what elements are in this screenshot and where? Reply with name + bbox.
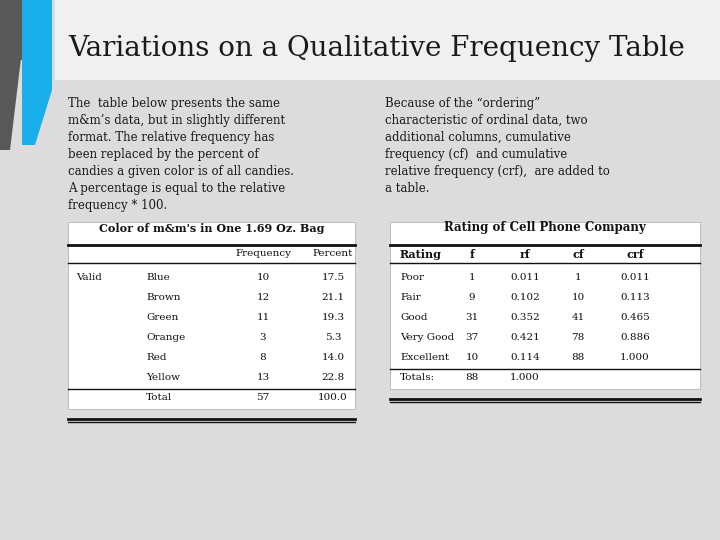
Text: 78: 78 bbox=[572, 333, 585, 341]
Text: 10: 10 bbox=[572, 293, 585, 301]
Text: 10: 10 bbox=[465, 353, 479, 361]
Text: 22.8: 22.8 bbox=[321, 373, 345, 381]
Text: 41: 41 bbox=[572, 313, 585, 321]
Text: rf: rf bbox=[520, 249, 531, 260]
Text: 5.3: 5.3 bbox=[325, 333, 341, 341]
Text: Valid: Valid bbox=[76, 273, 102, 281]
Text: Green: Green bbox=[146, 313, 179, 321]
Text: cf: cf bbox=[572, 249, 584, 260]
Text: 13: 13 bbox=[256, 373, 269, 381]
Text: 1: 1 bbox=[575, 273, 581, 281]
Text: Color of m&m's in One 1.69 Oz. Bag: Color of m&m's in One 1.69 Oz. Bag bbox=[99, 222, 324, 233]
Text: Total: Total bbox=[146, 393, 172, 402]
Text: characteristic of ordinal data, two: characteristic of ordinal data, two bbox=[385, 114, 588, 127]
Text: 0.421: 0.421 bbox=[510, 333, 540, 341]
Text: Rating: Rating bbox=[400, 249, 442, 260]
Text: Rating of Cell Phone Company: Rating of Cell Phone Company bbox=[444, 221, 646, 234]
Text: 14.0: 14.0 bbox=[321, 353, 345, 361]
Text: relative frequency (crf),  are added to: relative frequency (crf), are added to bbox=[385, 165, 610, 178]
Text: 57: 57 bbox=[256, 393, 269, 402]
Text: 12: 12 bbox=[256, 293, 269, 301]
Text: frequency (cf)  and cumulative: frequency (cf) and cumulative bbox=[385, 148, 567, 161]
Text: 8: 8 bbox=[260, 353, 266, 361]
Text: 1: 1 bbox=[469, 273, 475, 281]
Bar bbox=[68, 222, 355, 409]
Bar bbox=[390, 222, 700, 389]
Text: Excellent: Excellent bbox=[400, 353, 449, 361]
Text: 100.0: 100.0 bbox=[318, 393, 348, 402]
Text: 0.352: 0.352 bbox=[510, 313, 540, 321]
Text: Variations on a Qualitative Frequency Table: Variations on a Qualitative Frequency Ta… bbox=[68, 35, 685, 62]
Polygon shape bbox=[0, 0, 28, 150]
Text: 9: 9 bbox=[469, 293, 475, 301]
Text: format. The relative frequency has: format. The relative frequency has bbox=[68, 131, 274, 144]
Text: Frequency: Frequency bbox=[235, 249, 291, 259]
Text: Very Good: Very Good bbox=[400, 333, 454, 341]
Text: 88: 88 bbox=[572, 353, 585, 361]
Text: 0.113: 0.113 bbox=[620, 293, 650, 301]
Text: Yellow: Yellow bbox=[146, 373, 180, 381]
Text: crf: crf bbox=[626, 249, 644, 260]
Text: been replaced by the percent of: been replaced by the percent of bbox=[68, 148, 258, 161]
Text: additional columns, cumulative: additional columns, cumulative bbox=[385, 131, 571, 144]
Text: frequency * 100.: frequency * 100. bbox=[68, 199, 167, 212]
Text: candies a given color is of all candies.: candies a given color is of all candies. bbox=[68, 165, 294, 178]
Text: Good: Good bbox=[400, 313, 428, 321]
Text: 0.011: 0.011 bbox=[620, 273, 650, 281]
Text: f: f bbox=[469, 249, 474, 260]
Text: 37: 37 bbox=[465, 333, 479, 341]
Text: The  table below presents the same: The table below presents the same bbox=[68, 97, 280, 110]
Text: Poor: Poor bbox=[400, 273, 424, 281]
Text: 0.102: 0.102 bbox=[510, 293, 540, 301]
Text: m&m’s data, but in slightly different: m&m’s data, but in slightly different bbox=[68, 114, 285, 127]
Text: 10: 10 bbox=[256, 273, 269, 281]
Text: Red: Red bbox=[146, 353, 166, 361]
Polygon shape bbox=[22, 0, 52, 145]
Text: Totals:: Totals: bbox=[400, 373, 435, 381]
Text: 21.1: 21.1 bbox=[321, 293, 345, 301]
Text: Blue: Blue bbox=[146, 273, 170, 281]
Text: 11: 11 bbox=[256, 313, 269, 321]
Text: Percent: Percent bbox=[312, 249, 354, 259]
Text: 1.000: 1.000 bbox=[620, 353, 650, 361]
Text: 0.011: 0.011 bbox=[510, 273, 540, 281]
Text: a table.: a table. bbox=[385, 182, 430, 195]
Text: 19.3: 19.3 bbox=[321, 313, 345, 321]
Text: A percentage is equal to the relative: A percentage is equal to the relative bbox=[68, 182, 285, 195]
Text: Brown: Brown bbox=[146, 293, 181, 301]
Text: 0.886: 0.886 bbox=[620, 333, 650, 341]
Text: 0.465: 0.465 bbox=[620, 313, 650, 321]
Text: 3: 3 bbox=[260, 333, 266, 341]
Text: Fair: Fair bbox=[400, 293, 420, 301]
Text: 31: 31 bbox=[465, 313, 479, 321]
Text: Orange: Orange bbox=[146, 333, 185, 341]
Text: 1.000: 1.000 bbox=[510, 373, 540, 381]
Polygon shape bbox=[0, 0, 22, 60]
Text: 17.5: 17.5 bbox=[321, 273, 345, 281]
Bar bbox=[55, 0, 720, 80]
Text: 88: 88 bbox=[465, 373, 479, 381]
Text: Because of the “ordering”: Because of the “ordering” bbox=[385, 97, 540, 110]
Text: 0.114: 0.114 bbox=[510, 353, 540, 361]
